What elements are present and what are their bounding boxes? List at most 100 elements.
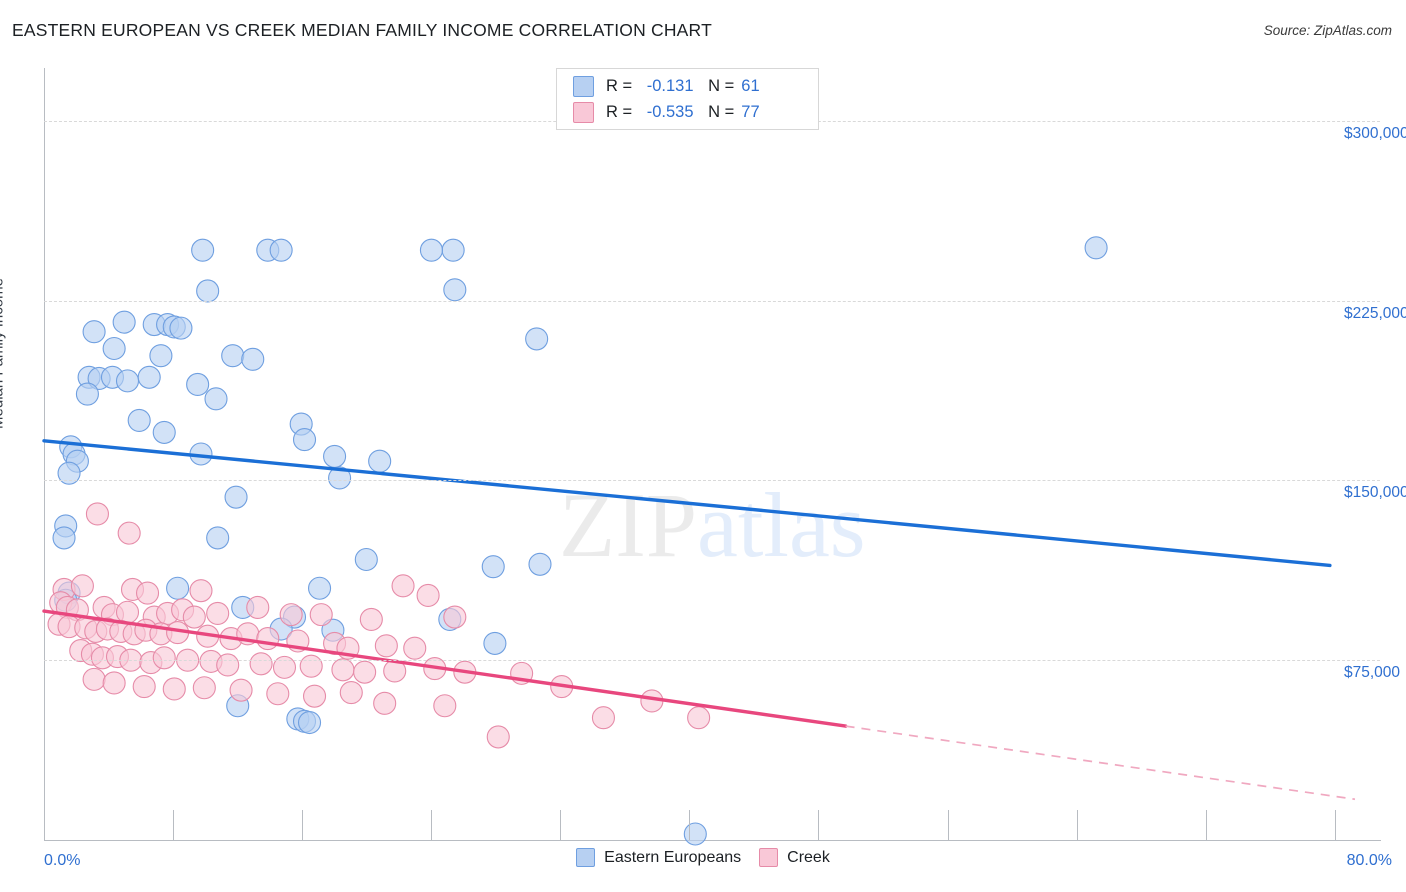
- y-axis-tick-label: $225,000: [1344, 304, 1406, 322]
- data-point: [82, 320, 106, 344]
- data-point: [292, 428, 317, 452]
- data-point: [221, 344, 245, 368]
- data-point: [117, 521, 141, 545]
- series-legend-swatch-blue: [576, 848, 596, 867]
- x-axis-label-min: 0.0%: [44, 852, 81, 869]
- data-point: [192, 676, 216, 700]
- data-point: [152, 420, 176, 444]
- series-eastern-europeans: [52, 236, 1108, 846]
- data-point: [162, 677, 186, 701]
- data-point: [374, 634, 398, 658]
- series-legend-label-blue: Eastern Europeans: [604, 848, 742, 866]
- data-point: [299, 654, 323, 678]
- legend-r-value-blue: -0.131: [646, 76, 694, 95]
- data-point: [1084, 236, 1108, 260]
- data-point: [354, 547, 378, 572]
- data-point: [373, 691, 397, 715]
- data-point: [323, 444, 347, 468]
- data-point: [229, 678, 253, 702]
- data-point: [85, 502, 109, 526]
- data-point: [75, 382, 99, 406]
- x-axis-tick: [689, 810, 691, 840]
- y-axis-line: [44, 68, 45, 840]
- data-point: [152, 646, 176, 670]
- data-point: [443, 605, 467, 629]
- series-legend-item-eastern-europeans[interactable]: Eastern Europeans: [576, 848, 741, 867]
- data-point: [683, 822, 707, 846]
- data-point: [302, 684, 327, 708]
- series-legend-label-pink: Creek: [787, 848, 830, 866]
- trendline-extrapolated-creek: [845, 725, 1356, 801]
- data-point: [137, 365, 161, 389]
- data-point: [82, 667, 106, 691]
- correlation-legend: R = -0.131 N = 61 R = -0.535 N = 77: [556, 68, 819, 130]
- data-point: [249, 652, 273, 676]
- data-point: [102, 671, 126, 695]
- data-point: [416, 583, 440, 608]
- data-point: [182, 605, 206, 629]
- data-point: [483, 631, 507, 655]
- legend-swatch-pink: [573, 101, 594, 123]
- data-point: [331, 658, 355, 682]
- legend-n-label-pink: N =: [708, 102, 735, 121]
- data-point: [169, 316, 193, 340]
- data-point: [52, 526, 76, 550]
- data-point: [127, 408, 151, 432]
- legend-r-value-pink: -0.535: [646, 102, 694, 121]
- legend-r-label-blue: R =: [606, 76, 633, 95]
- data-point: [132, 675, 156, 699]
- data-point: [256, 627, 280, 651]
- y-axis-tick-label: $75,000: [1344, 664, 1401, 682]
- gridline: [44, 300, 1380, 302]
- data-point: [189, 579, 213, 603]
- source-attribution: Source: ZipAtlas.com: [1263, 23, 1392, 38]
- data-point: [481, 555, 505, 579]
- x-axis-tick: [302, 810, 304, 840]
- x-axis-label-max: 80.0%: [1346, 852, 1392, 869]
- data-point: [224, 485, 248, 509]
- data-point: [269, 238, 293, 262]
- data-point: [279, 603, 303, 627]
- x-axis-line: [44, 840, 1381, 841]
- x-axis-tick: [1076, 810, 1078, 840]
- x-axis-tick: [818, 810, 820, 840]
- data-point: [241, 347, 265, 371]
- data-point: [391, 574, 415, 598]
- data-point: [687, 706, 711, 730]
- data-point: [204, 387, 228, 411]
- gridline: [44, 660, 1380, 662]
- series-legend-item-creek[interactable]: Creek: [759, 848, 830, 867]
- x-axis-tick: [1334, 810, 1336, 840]
- data-point: [591, 706, 616, 730]
- data-point: [216, 653, 240, 677]
- y-axis-tick-label: $150,000: [1344, 484, 1406, 502]
- data-point: [135, 581, 160, 605]
- y-axis-title: Median Family Income: [0, 278, 7, 429]
- data-point: [441, 238, 465, 262]
- scatter-canvas: [42, 236, 1356, 846]
- trendline-eastern-europeans: [42, 439, 1332, 568]
- plot-area: ZIPatlas: [42, 68, 1380, 846]
- x-axis-tick: [560, 810, 562, 840]
- data-point: [528, 552, 552, 576]
- legend-r-label-pink: R =: [606, 102, 633, 121]
- data-point: [196, 279, 220, 303]
- data-point: [309, 603, 333, 627]
- data-point: [57, 461, 81, 485]
- x-axis-tick: [173, 810, 175, 840]
- data-point: [328, 466, 352, 490]
- series-legend-swatch-pink: [759, 848, 779, 867]
- data-point: [206, 526, 230, 550]
- data-point: [359, 607, 383, 631]
- data-point: [266, 682, 290, 706]
- trendline-creek: [42, 609, 848, 728]
- x-axis-tick: [1205, 810, 1207, 840]
- data-point: [149, 344, 173, 368]
- data-point: [368, 449, 392, 473]
- data-point: [443, 278, 467, 302]
- legend-n-value-blue: 61: [741, 76, 760, 95]
- data-point: [70, 574, 94, 598]
- legend-n-value-pink: 77: [741, 102, 760, 121]
- data-point: [272, 655, 297, 679]
